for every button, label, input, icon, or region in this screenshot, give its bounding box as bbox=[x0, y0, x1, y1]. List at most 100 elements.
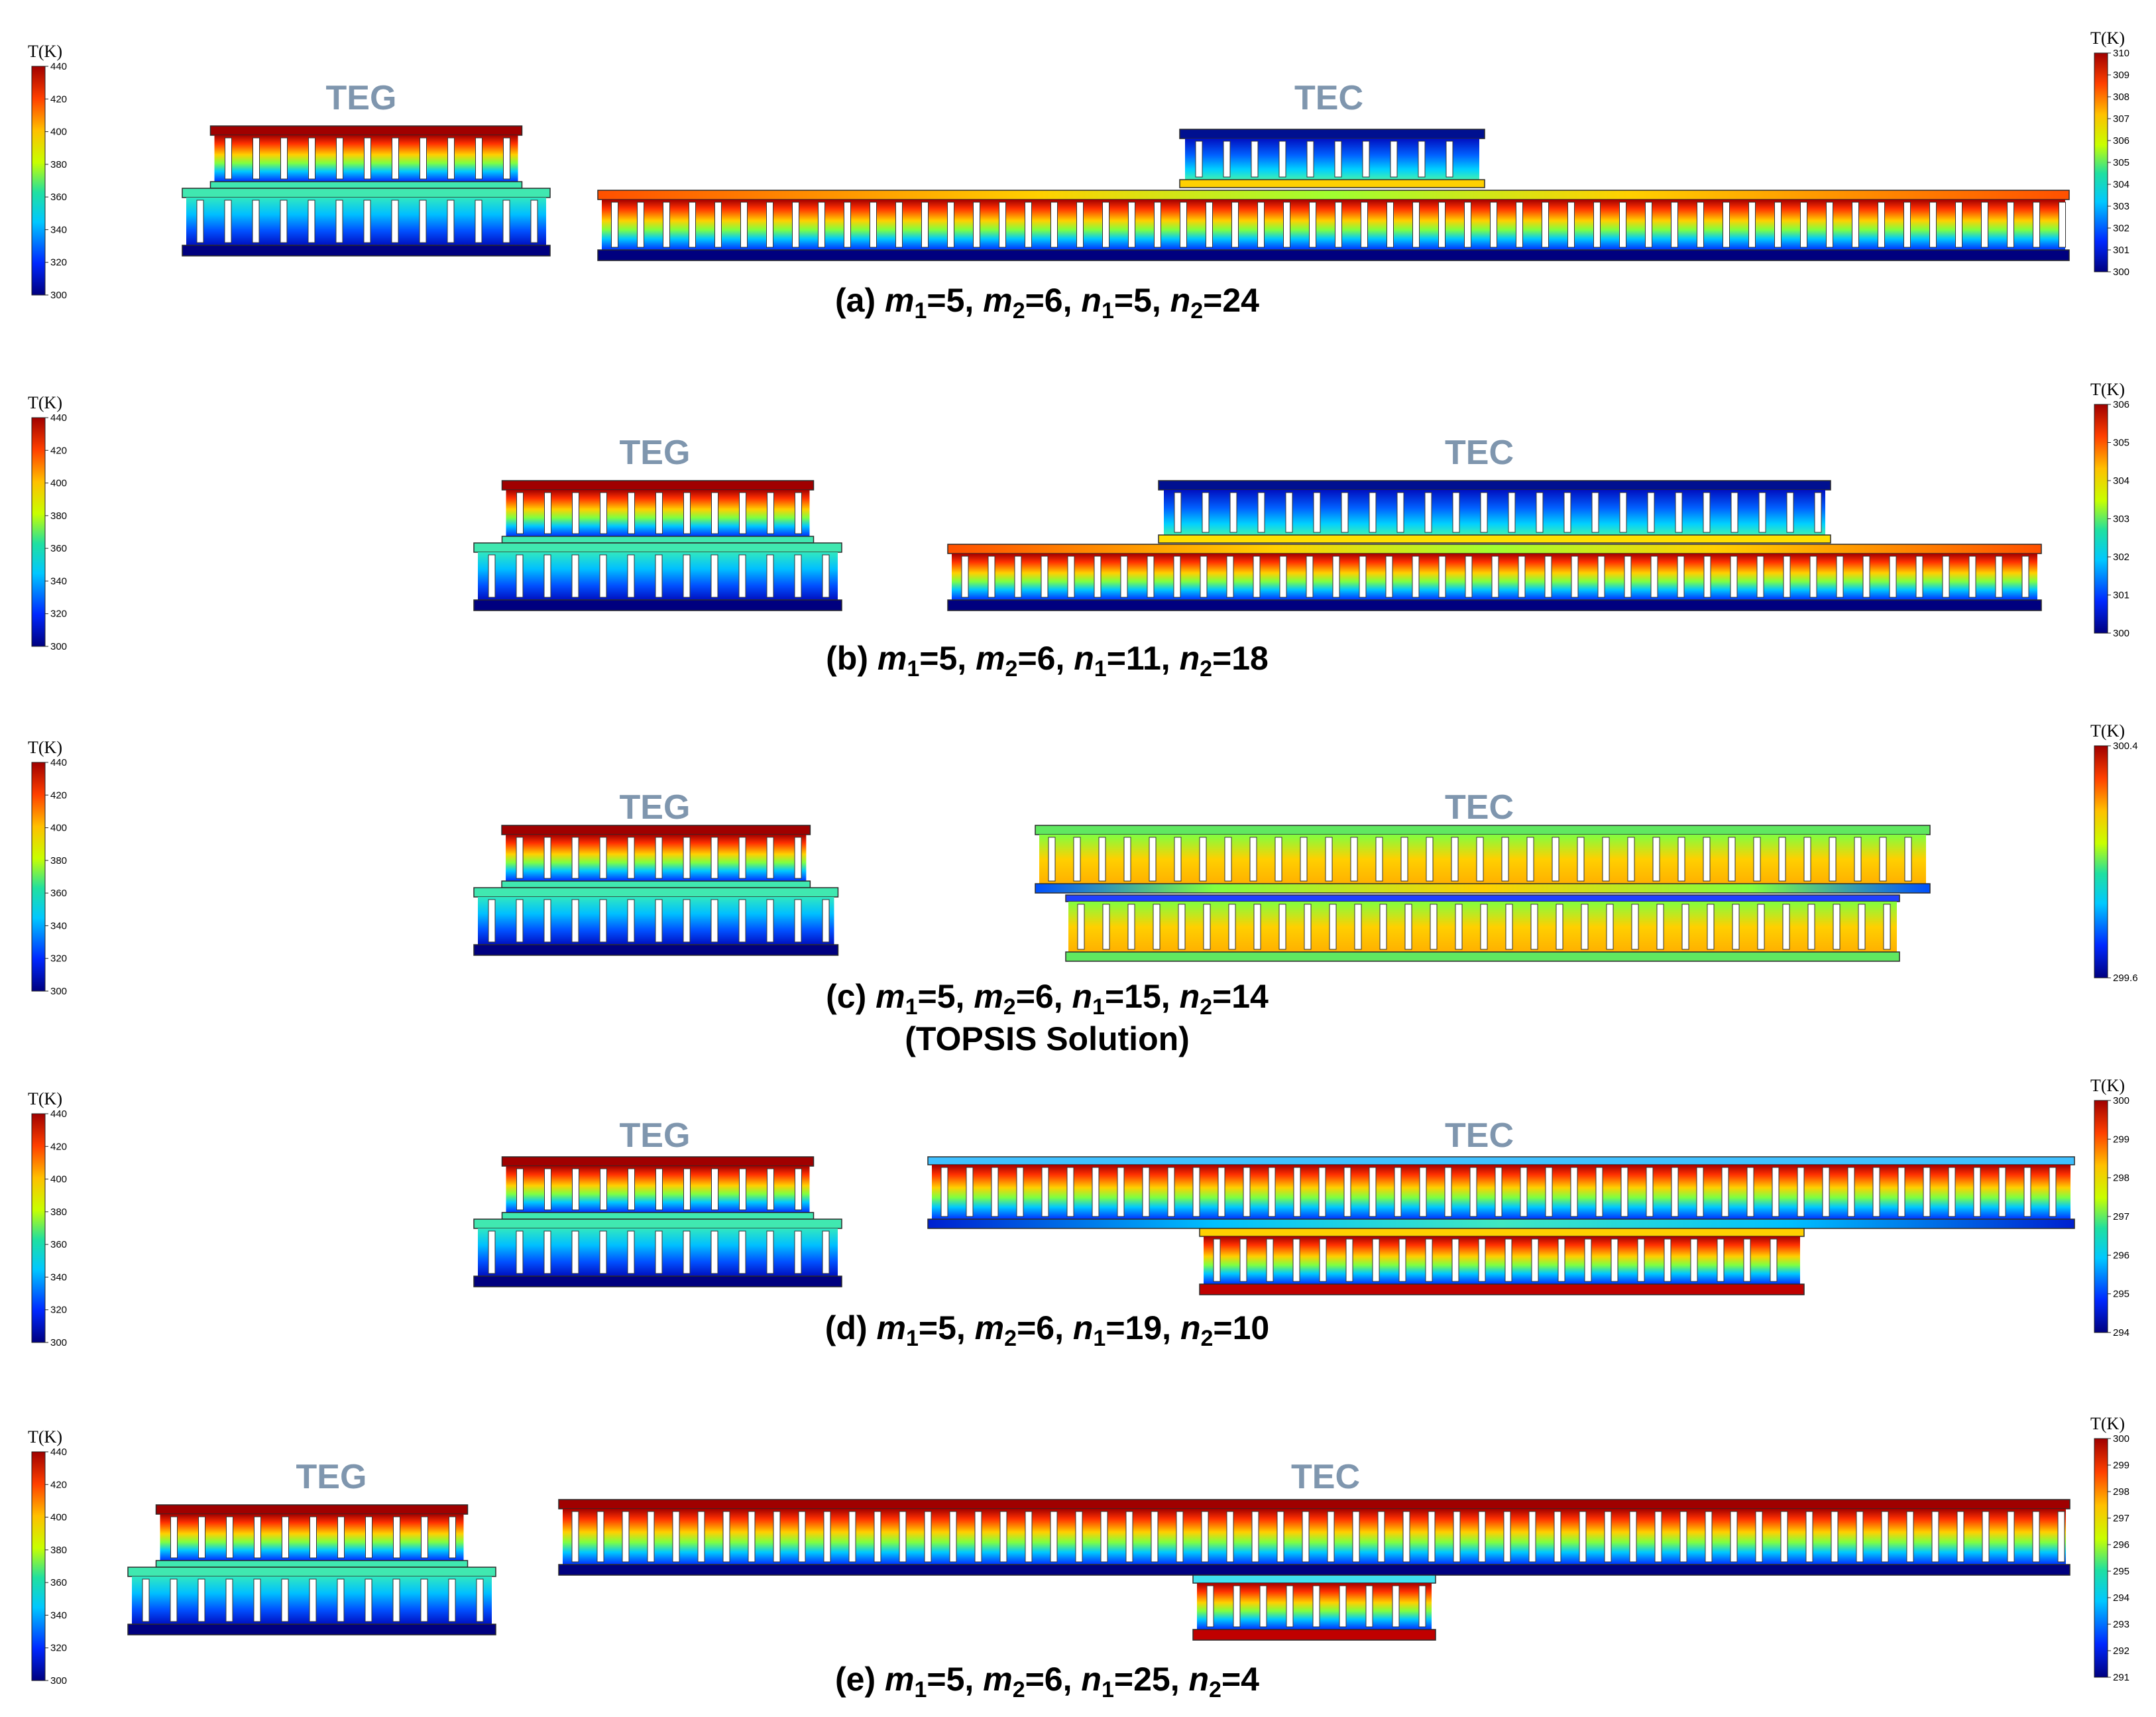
teg-module bbox=[473, 825, 839, 956]
leg-gap bbox=[1854, 837, 1862, 882]
plate bbox=[209, 125, 523, 136]
plate bbox=[473, 542, 842, 553]
colorbar-tick-label: 307 bbox=[2113, 113, 2129, 125]
leg-gap bbox=[142, 1578, 150, 1622]
leg-gap bbox=[1327, 1511, 1335, 1563]
colorbar-tick-label: 295 bbox=[2113, 1566, 2129, 1577]
tec-module bbox=[947, 480, 2042, 611]
leg-gap bbox=[1904, 837, 1912, 882]
leg-gap bbox=[628, 492, 635, 534]
caption-subscript: 1 bbox=[1093, 1326, 1106, 1351]
leg-gap bbox=[655, 1168, 663, 1211]
leg-gap bbox=[280, 137, 288, 180]
leg-gap bbox=[1199, 837, 1207, 882]
leg-gap bbox=[1094, 556, 1102, 598]
colorbar-ramp bbox=[2094, 745, 2108, 978]
colorbar-ramp bbox=[31, 66, 46, 296]
leg-gap bbox=[1154, 202, 1161, 248]
caption-text: =5, bbox=[1114, 282, 1170, 319]
leg-gap bbox=[1077, 904, 1085, 950]
leg-gap bbox=[794, 1230, 802, 1274]
leg-gap bbox=[1076, 202, 1084, 248]
leg-gap bbox=[391, 200, 399, 243]
leg-gap bbox=[1446, 141, 1453, 178]
leg-gap bbox=[1352, 1511, 1360, 1563]
leg-gap bbox=[683, 899, 691, 943]
leg-gap bbox=[1782, 904, 1790, 950]
leg-gap bbox=[870, 202, 877, 248]
leg-gap bbox=[1520, 1167, 1528, 1217]
plate bbox=[155, 1560, 469, 1568]
leg-gap bbox=[794, 837, 802, 879]
leg-gap bbox=[1982, 1511, 1990, 1563]
colorbar-tick-label: 340 bbox=[50, 224, 67, 235]
leg-gap bbox=[1153, 904, 1161, 950]
colorbar-tick-label: 360 bbox=[50, 192, 67, 203]
leg-gap bbox=[1048, 837, 1056, 882]
leg-gap bbox=[738, 1230, 746, 1274]
leg-gap bbox=[1757, 904, 1765, 950]
leg-gap bbox=[1756, 556, 1764, 598]
leg-gap bbox=[1453, 1511, 1461, 1563]
leg-gap bbox=[1656, 904, 1664, 950]
leg-gap bbox=[1627, 837, 1635, 882]
leg-gap bbox=[1611, 1238, 1618, 1282]
colorbar-tick-label: 320 bbox=[50, 953, 67, 965]
colorbar-tick-label: 380 bbox=[50, 855, 67, 866]
leg-gap bbox=[1075, 1511, 1083, 1563]
leg-gap bbox=[683, 492, 691, 534]
leg-gap bbox=[1563, 492, 1571, 533]
leg-gap bbox=[1329, 904, 1337, 950]
leg-gap bbox=[1998, 1167, 2006, 1217]
leg-gap bbox=[2033, 202, 2040, 248]
plate bbox=[927, 1156, 2075, 1165]
leg-gap bbox=[571, 1511, 579, 1563]
teg-module bbox=[473, 480, 842, 611]
plate bbox=[597, 249, 2070, 261]
colorbar-title: T(K) bbox=[28, 1427, 62, 1447]
leg-gap bbox=[1501, 837, 1509, 882]
leg-gap bbox=[226, 1516, 233, 1559]
colorbar-tick-label: 400 bbox=[50, 823, 67, 834]
leg-gap bbox=[1495, 1167, 1503, 1217]
colorbar-title: T(K) bbox=[2090, 380, 2125, 399]
leg-gap bbox=[337, 1578, 345, 1622]
leg-gap bbox=[1283, 202, 1290, 248]
leg-gap bbox=[1490, 202, 1497, 248]
teg-module bbox=[473, 1156, 842, 1287]
leg-gap bbox=[767, 1168, 774, 1211]
leg-gap bbox=[1425, 1238, 1433, 1282]
colorbar-tick-label: 400 bbox=[50, 127, 67, 138]
leg-gap bbox=[1516, 202, 1523, 248]
panel-b: T(K)440420400380360340320300T(K)30630530… bbox=[28, 380, 2129, 681]
leg-gap bbox=[1385, 556, 1393, 598]
leg-gap bbox=[974, 1511, 982, 1563]
leg-gap bbox=[710, 554, 718, 598]
leg-gap bbox=[1955, 202, 1962, 248]
leg-gap bbox=[1805, 1511, 1813, 1563]
leg-gap bbox=[1412, 556, 1420, 598]
leg-gap bbox=[1647, 492, 1655, 533]
leg-gap bbox=[1228, 904, 1236, 950]
plate bbox=[1192, 1629, 1436, 1641]
panel-d: T(K)440420400380360340320300T(K)30029929… bbox=[28, 1076, 2129, 1351]
colorbar-tick-label: 296 bbox=[2113, 1539, 2129, 1551]
leg-gap bbox=[655, 1230, 663, 1274]
leg-gap bbox=[1800, 202, 1807, 248]
caption-subscript: 1 bbox=[915, 298, 927, 324]
leg-gap bbox=[336, 137, 343, 180]
leg-gap bbox=[1531, 1238, 1539, 1282]
leg-gap bbox=[571, 1230, 579, 1274]
caption-text: =18 bbox=[1212, 640, 1269, 677]
leg-gap bbox=[1567, 202, 1575, 248]
leg-gap bbox=[627, 899, 635, 943]
leg-gap bbox=[1266, 1238, 1274, 1282]
leg-gap bbox=[1478, 1511, 1486, 1563]
leg-gap bbox=[420, 1578, 428, 1622]
leg-gap bbox=[961, 556, 969, 598]
tec-module bbox=[927, 1156, 2075, 1295]
leg-gap bbox=[1753, 837, 1761, 882]
tec-label: TEC bbox=[1291, 1458, 1360, 1496]
leg-gap bbox=[1226, 556, 1234, 598]
colorbar-tick-label: 400 bbox=[50, 478, 67, 489]
